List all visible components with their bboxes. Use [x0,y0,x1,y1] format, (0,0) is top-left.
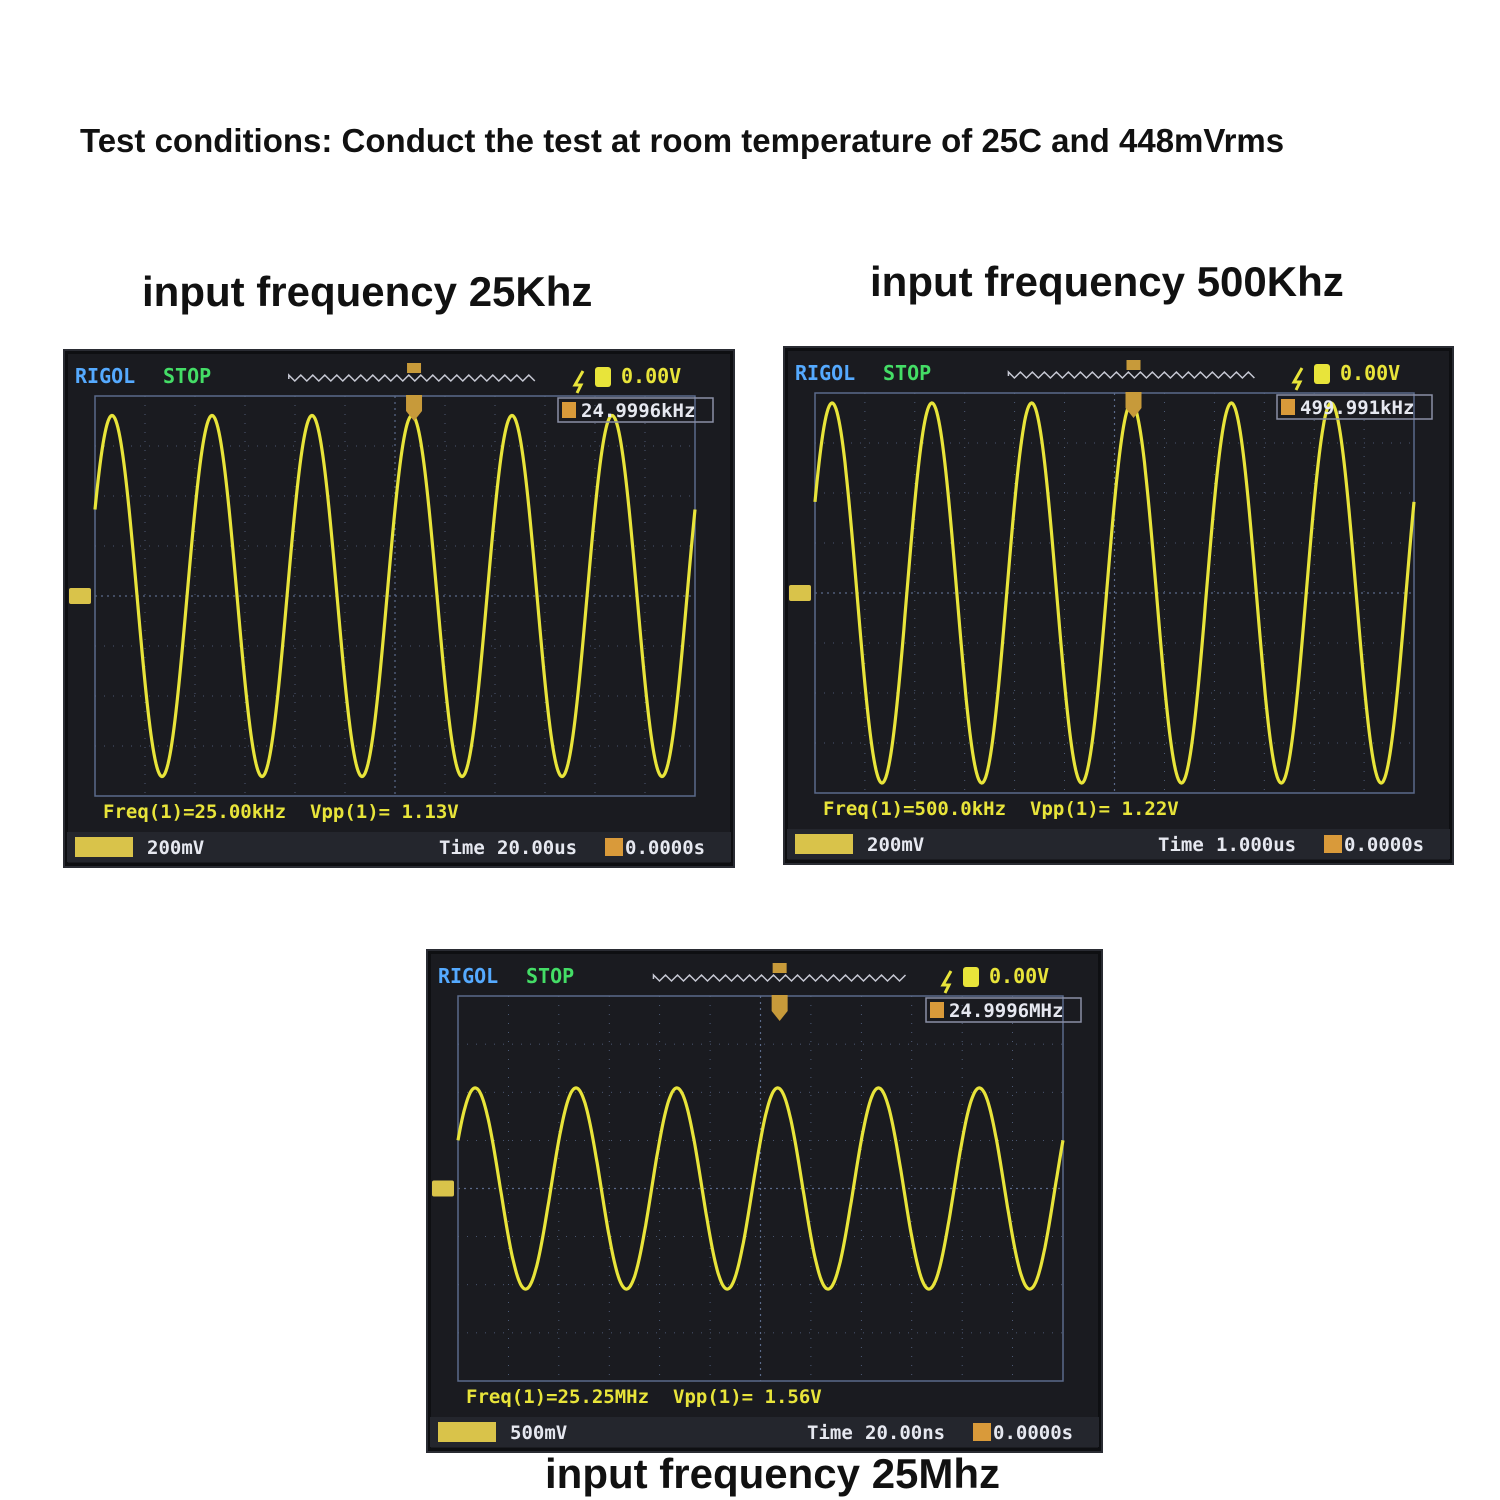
brand-label: RIGOL [75,364,135,388]
trigger-edge-icon [1291,367,1304,391]
trigger-pos-marker [1126,360,1141,370]
frequency-counter: 499.991kHz [1300,397,1414,419]
brand-label: RIGOL [795,361,855,385]
grid-lines [815,393,1414,793]
trigger-edge-icon [572,370,585,394]
timebase-value: 20.00us [497,837,577,859]
trigger-t-icon [771,995,788,1021]
frequency-counter: 24.9996MHz [949,1000,1063,1022]
run-status: STOP [163,364,211,388]
trigger-level: 0.00V [621,364,681,388]
waveform-trace [93,413,697,779]
scope-svg: RIGOL STOP 0.00V 24.9996MHz Freq(1)=25.25MHz… [430,963,1099,1447]
trigger-t-icon [1125,392,1142,418]
counter-icon [1281,399,1295,415]
grid-lines [458,996,1063,1381]
memory-bar [288,363,536,383]
grid-lines [95,396,695,796]
scope-svg: RIGOL STOP 0.00V 499.991kHz Freq(1)=500.0kHz… [787,360,1450,859]
trigger-edge-icon [940,970,953,994]
channel-1-icon [1314,364,1330,384]
scope-screen-25mhz: RIGOL STOP 0.00V 24.9996MHz Freq(1)=25.25MHz… [426,949,1103,1453]
trigger-t-icon [406,395,423,421]
channel-scale: 200mV [147,837,204,859]
offset-icon [973,1423,991,1441]
horizontal-offset: 0.0000s [1344,834,1424,856]
channel-coupling-icon [438,1422,496,1442]
marker-body [789,585,811,601]
channel-coupling-icon [795,834,853,854]
timebase-value: 20.00ns [865,1422,945,1444]
time-label: Time [439,837,485,859]
offset-icon [605,838,623,856]
waveform-trace [456,1086,1065,1291]
counter-icon [562,402,576,418]
counter-box [925,997,1082,1023]
measure-frequency: Freq(1)=500.0kHz [823,798,1006,820]
measure-frequency: Freq(1)=25.00kHz [103,801,286,823]
counter-box [1276,394,1433,420]
measure-frequency: Freq(1)=25.25MHz [466,1386,649,1408]
caption-25khz: input frequency 25Khz [142,268,593,315]
channel-1-marker [432,1180,454,1197]
horizontal-offset: 0.0000s [993,1422,1073,1444]
marker-body [432,1180,454,1197]
memory-zigzag [1007,370,1255,380]
channel-1-marker [69,588,91,604]
measure-vpp: Vpp(1)= 1.13V [310,801,459,823]
page-title: Test conditions: Conduct the test at roo… [80,122,1285,159]
channel-1-marker [789,585,811,601]
brand-label: RIGOL [438,964,498,988]
trigger-level: 0.00V [1340,361,1400,385]
counter-box [557,397,714,423]
time-label: Time [1158,834,1204,856]
trigger-pos-marker [407,363,422,373]
caption-25mhz: input frequency 25Mhz [545,1450,1001,1497]
offset-icon [1324,835,1342,853]
marker-body [69,588,91,604]
channel-scale: 500mV [510,1422,567,1444]
trigger-level: 0.00V [989,964,1049,988]
waveform-trace [813,401,1416,785]
counter-icon [930,1002,944,1018]
memory-zigzag [652,973,907,983]
memory-bar [652,963,907,983]
channel-1-icon [963,967,979,987]
run-status: STOP [526,964,574,988]
scope-screen-25khz: RIGOL STOP 0.00V 24.9996kHz Freq(1)=25.00kHz… [63,349,735,868]
measure-vpp: Vpp(1)= 1.56V [673,1386,822,1408]
channel-1-icon [595,367,611,387]
run-status: STOP [883,361,931,385]
channel-scale: 200mV [867,834,924,856]
memory-zigzag [288,373,536,383]
time-label: Time [807,1422,853,1444]
horizontal-offset: 0.0000s [625,837,705,859]
measure-vpp: Vpp(1)= 1.22V [1030,798,1179,820]
frequency-counter: 24.9996kHz [581,400,695,422]
timebase-value: 1.000us [1216,834,1296,856]
scope-screen-500khz: RIGOL STOP 0.00V 499.991kHz Freq(1)=500.0kHz… [783,346,1454,865]
caption-500khz: input frequency 500Khz [870,258,1344,305]
scope-svg: RIGOL STOP 0.00V 24.9996kHz Freq(1)=25.00kHz… [67,363,731,862]
memory-bar [1007,360,1255,380]
trigger-pos-marker [772,963,787,973]
channel-coupling-icon [75,837,133,857]
